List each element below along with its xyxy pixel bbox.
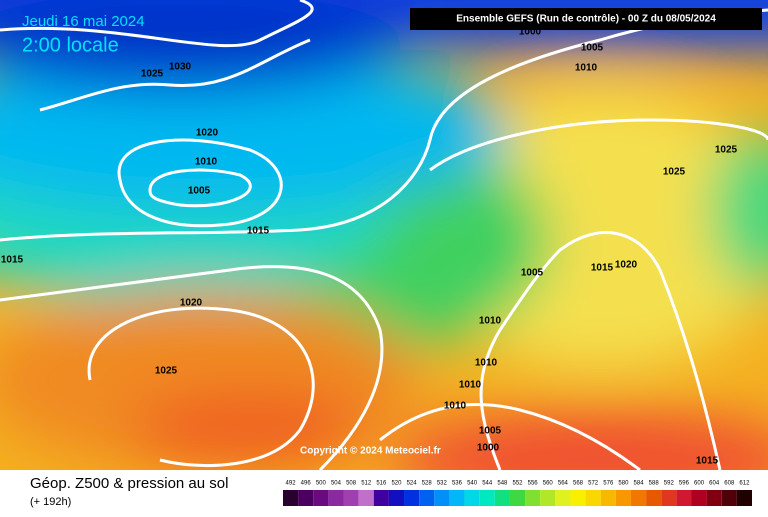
scale-label: 520 (391, 481, 402, 487)
isobar-label: 1015 (1, 255, 24, 266)
scale-swatch (691, 490, 707, 506)
scale-label: 496 (301, 481, 312, 487)
scale-label: 580 (618, 481, 629, 487)
scale-swatch (358, 490, 374, 506)
scale-label: 552 (512, 481, 523, 487)
scale-label: 508 (346, 481, 357, 487)
scale-swatch (630, 490, 647, 506)
scale-label: 576 (603, 481, 614, 487)
scale-label: 604 (709, 481, 720, 487)
isobar-label: 1025 (155, 366, 178, 377)
run-box (410, 8, 762, 30)
scale-swatch (479, 490, 495, 506)
isobar-label: 1020 (615, 260, 638, 271)
scale-label: 596 (679, 481, 690, 487)
scale-label: 492 (286, 481, 297, 487)
scale-swatch (419, 490, 435, 506)
isobar-label: 1000 (477, 443, 500, 454)
scale-swatch (298, 490, 314, 506)
scale-label: 524 (407, 481, 418, 487)
scale-label: 548 (497, 481, 508, 487)
isobar-label: 1005 (479, 426, 502, 437)
scale-swatch (600, 490, 616, 506)
scale-label: 528 (422, 481, 433, 487)
date-label: Jeudi 16 mai 2024 (22, 13, 145, 30)
isobar-label: 1025 (141, 69, 164, 80)
scale-label: 544 (482, 481, 493, 487)
isobar-label: 1010 (195, 157, 218, 168)
scale-label: 572 (588, 481, 599, 487)
isobar-label: 1010 (444, 401, 467, 412)
isobar-label: 1005 (521, 268, 544, 279)
scale-swatch (313, 490, 329, 506)
scale-label: 608 (724, 481, 735, 487)
scale-label: 532 (437, 481, 448, 487)
scale-label: 516 (376, 481, 387, 487)
isobar-label: 1010 (479, 316, 502, 327)
footer-subtitle: (+ 192h) (30, 496, 71, 508)
isobar-label: 1020 (180, 298, 203, 309)
scale-label: 540 (467, 481, 478, 487)
scale-label: 500 (316, 481, 327, 487)
scale-swatch (570, 490, 586, 506)
scale-swatch (283, 490, 299, 506)
isobar-label: 1030 (169, 62, 192, 73)
scale-swatch (676, 490, 692, 506)
scale-label: 592 (664, 481, 675, 487)
isobar-label: 1015 (696, 456, 719, 467)
scale-label: 584 (634, 481, 645, 487)
scale-swatch (434, 490, 450, 506)
scale-swatch (540, 490, 556, 506)
scale-swatch (585, 490, 601, 506)
scale-swatch (661, 490, 677, 506)
scale-label: 600 (694, 481, 705, 487)
isobar-label: 1005 (188, 186, 211, 197)
scale-swatch (721, 490, 737, 506)
scale-label: 512 (361, 481, 372, 487)
copyright: Copyright © 2024 Meteociel.fr (300, 446, 441, 457)
isobar-label: 1025 (663, 167, 686, 178)
scale-label: 560 (543, 481, 554, 487)
scale-swatch (615, 490, 631, 506)
isobar-label: 1005 (581, 43, 604, 54)
scale-label: 588 (649, 481, 660, 487)
scale-swatch (328, 490, 344, 506)
scale-swatch (464, 490, 480, 506)
isobar-label: 1010 (575, 63, 598, 74)
scale-swatch (449, 490, 465, 506)
scale-label: 612 (739, 481, 750, 487)
scale-swatch (509, 490, 526, 506)
scale-swatch (525, 490, 541, 506)
isobar-label: 1010 (475, 358, 498, 369)
scale-swatch (494, 490, 510, 506)
scale-label: 536 (452, 481, 463, 487)
scale-swatch (404, 490, 420, 506)
scale-label: 568 (573, 481, 584, 487)
footer-title: Géop. Z500 & pression au sol (30, 475, 228, 492)
scale-label: 504 (331, 481, 342, 487)
scale-swatch (736, 490, 752, 506)
scale-label: 564 (558, 481, 569, 487)
scale-swatch (343, 490, 359, 506)
time-label: 2:00 locale (22, 34, 119, 56)
isobar-label: 1010 (459, 380, 482, 391)
scale-swatch (646, 490, 662, 506)
scale-label: 556 (528, 481, 539, 487)
run-label: Ensemble GEFS (Run de contrôle) - 00 Z d… (456, 14, 716, 25)
isobar-label: 1020 (196, 128, 219, 139)
scale-swatch (706, 490, 722, 506)
isobar-label: 1025 (715, 145, 738, 156)
scale-swatch (555, 490, 571, 506)
isobar-label: 1015 (247, 226, 270, 237)
scale-swatch (373, 490, 389, 506)
isobar-label: 1015 (591, 263, 614, 274)
scale-swatch (388, 490, 405, 506)
isobar-label: 1000 (519, 27, 542, 38)
